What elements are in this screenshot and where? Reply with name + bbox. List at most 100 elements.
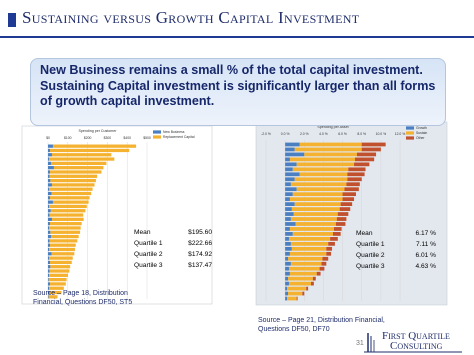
bar-segment: [290, 241, 329, 246]
bar-segment: [306, 286, 309, 291]
bar-segment: [51, 191, 92, 196]
legend-label: Replacement Capital: [163, 135, 195, 139]
bar-segment: [48, 166, 54, 170]
bar-segment: [48, 277, 67, 282]
bar-segment: [344, 187, 359, 192]
bar-segment: [285, 286, 288, 291]
stats-table: Mean 6.17 % Quartile 1 7.11 % Quartile 2 6.…: [356, 230, 436, 274]
stat-label: Quartile 1: [134, 240, 163, 247]
x-tick-label: 10.0 %: [376, 132, 387, 136]
bar-segment: [285, 147, 295, 152]
bar-segment: [48, 170, 50, 174]
bar-segment: [48, 222, 50, 226]
bar-segment: [48, 243, 50, 247]
legend-swatch: [153, 135, 161, 139]
stat-value: $137.47: [188, 262, 212, 269]
bar-segment: [49, 204, 87, 209]
bar-segment: [48, 187, 49, 191]
bar-segment: [49, 260, 72, 265]
bar-segment: [328, 241, 335, 246]
bar-segment: [330, 237, 338, 241]
bar-segment: [285, 291, 289, 296]
bar-segment: [50, 178, 96, 183]
bar-segment: [49, 269, 70, 273]
x-tick-label: 8.0 %: [357, 132, 366, 136]
stat-label: Mean: [356, 230, 373, 237]
bar-segment: [49, 213, 84, 217]
bar-segment: [312, 276, 316, 281]
bar-segment: [342, 192, 356, 197]
bar-segment: [289, 197, 343, 202]
bar-segment: [291, 207, 340, 211]
bar-segment: [304, 152, 357, 157]
bar-segment: [48, 213, 50, 217]
bar-segment: [292, 232, 333, 236]
logo-line: Consulting: [390, 340, 443, 352]
bar-segment: [288, 291, 303, 296]
bar-segment: [285, 167, 293, 172]
slide-title: Sustaining versus Growth Capital Investm…: [22, 8, 360, 27]
bar-segment: [285, 202, 295, 206]
bar-segment: [296, 296, 298, 301]
bar-segment: [48, 265, 51, 269]
bar-segment: [336, 217, 347, 221]
bar-segment: [50, 234, 79, 239]
bar-segment: [48, 226, 81, 230]
bar-segment: [285, 232, 293, 236]
bar-segment: [50, 230, 81, 234]
bar-segment: [48, 282, 50, 286]
bar-segment: [333, 227, 342, 231]
bar-segment: [48, 157, 49, 161]
bar-segment: [290, 182, 347, 187]
x-tick-label: 0.0 %: [281, 132, 290, 136]
title-marker: [8, 13, 16, 27]
bar-segment: [294, 147, 362, 152]
bar-segment: [293, 212, 338, 216]
x-tick-label: -2.0 %: [261, 132, 271, 136]
x-tick-label: $100: [64, 136, 72, 140]
bar-segment: [292, 192, 343, 197]
source-note: Source – Page 21, Distribution Financial…: [258, 317, 385, 333]
legend-swatch: [406, 136, 414, 140]
bar-segment: [285, 187, 297, 192]
bar-segment: [347, 172, 365, 177]
bar-segment: [48, 239, 50, 243]
bar-segment: [285, 241, 291, 246]
bar-segment: [49, 170, 102, 174]
bar-segment: [285, 182, 291, 187]
stat-label: Mean: [134, 229, 151, 236]
bar-segment: [335, 222, 346, 226]
bar-segment: [354, 162, 370, 167]
bar-segment: [49, 243, 76, 247]
bar-segment: [302, 291, 305, 296]
bar-segment: [285, 142, 300, 147]
bar-segment: [321, 261, 327, 266]
legend-label: New Business: [163, 130, 185, 134]
legend-label: Growth: [416, 126, 427, 130]
bar-segment: [49, 282, 66, 286]
source-note: Source – Page 18, Distribution Financial…: [33, 290, 133, 306]
bar-segment: [49, 290, 62, 295]
bar-segment: [285, 237, 289, 241]
bar-segment: [316, 271, 321, 276]
bar-segment: [51, 252, 75, 256]
bar-segment: [288, 281, 311, 286]
bar-segment: [285, 256, 289, 261]
bar-segment: [48, 269, 50, 273]
legend-swatch: [406, 126, 414, 130]
bar-segment: [50, 209, 86, 213]
bar-segment: [287, 286, 307, 291]
bar-segment: [295, 222, 336, 226]
chart-title: Spending per Customer: [79, 129, 118, 133]
bar-segment: [285, 261, 291, 266]
bar-segment: [347, 177, 362, 182]
bar-segment: [48, 234, 51, 239]
bar-segment: [48, 290, 50, 295]
x-tick-label: $200: [84, 136, 92, 140]
stat-value: 7.11 %: [415, 241, 436, 248]
bar-segment: [285, 207, 292, 211]
bar-segment: [292, 167, 349, 172]
bar-segment: [285, 276, 289, 281]
